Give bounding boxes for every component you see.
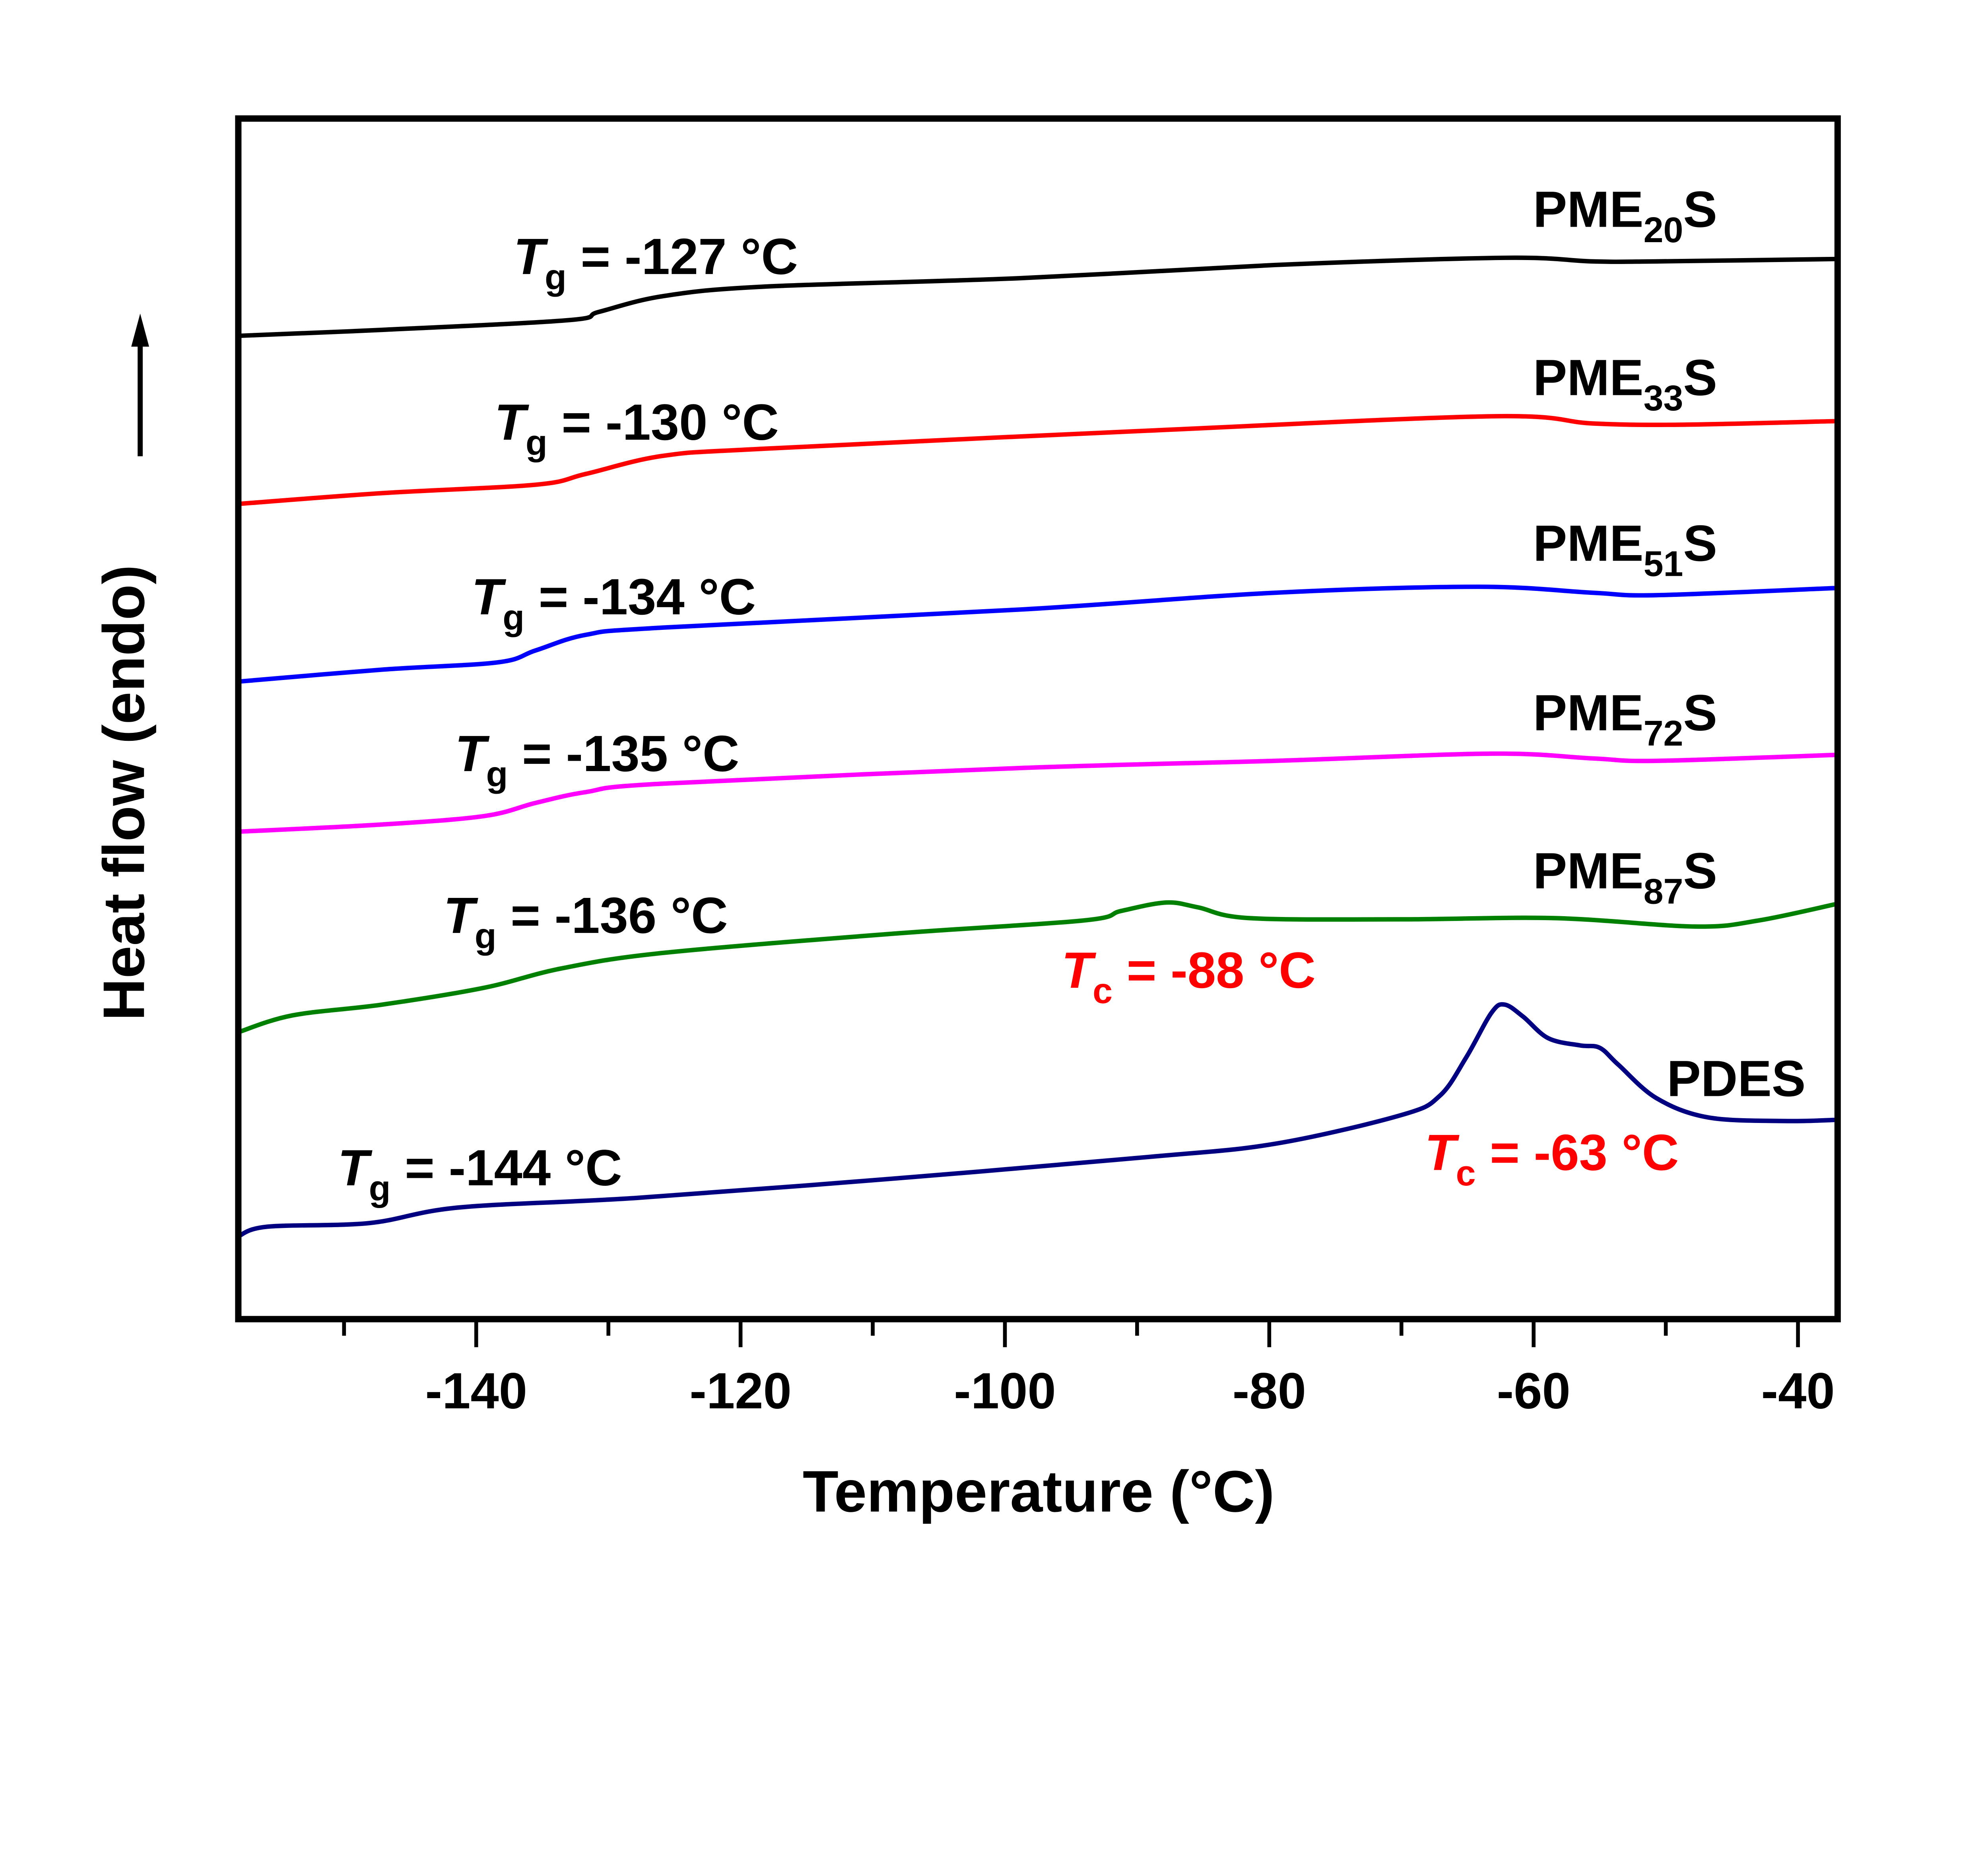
tg-annotation-part: T [443, 887, 478, 944]
tg-annotation-part: g [369, 1169, 391, 1208]
series-line-3 [238, 751, 1838, 834]
series-line-5 [237, 1002, 1838, 1239]
x-tick-label: -100 [954, 1363, 1056, 1420]
series-label-part: 51 [1644, 544, 1683, 584]
series-label: PME51S [1533, 515, 1717, 584]
series-label-part: PME [1533, 685, 1644, 742]
series-label-part: S [1683, 685, 1717, 742]
series-line-1 [238, 414, 1838, 506]
tc-annotation-part: T [1062, 942, 1097, 999]
tc-annotation-part: T [1425, 1124, 1460, 1181]
series-line-0 [238, 255, 1838, 338]
tg-annotation-part: g [475, 917, 497, 956]
tg-annotation-part: g [486, 755, 508, 795]
tc-annotation: Tc = -88 °C [1062, 942, 1316, 1011]
tg-annotation-part: T [495, 394, 530, 451]
plot-frame [235, 115, 1841, 1323]
tg-annotation-part: = -136 °C [497, 887, 728, 944]
y-direction-arrow-icon [131, 313, 149, 457]
series-label-part: S [1683, 181, 1717, 238]
x-tick-label: -80 [1233, 1363, 1306, 1420]
series-label-part: S [1683, 515, 1717, 572]
curves-layer [237, 255, 1838, 1239]
series-label-part: 72 [1644, 714, 1683, 754]
tg-annotation-part: T [338, 1140, 373, 1197]
x-tick-label: -40 [1761, 1363, 1835, 1420]
series-label-part: PME [1533, 843, 1644, 899]
series-label-part: S [1683, 843, 1717, 899]
tc-annotation: Tc = -63 °C [1425, 1124, 1679, 1193]
tg-annotation-part: = -130 °C [547, 394, 779, 451]
tc-annotation-part: c [1093, 971, 1112, 1011]
tg-annotation-part: g [503, 598, 524, 637]
tg-annotation-part: = -134 °C [524, 569, 756, 626]
tg-annotation: Tg = -136 °C [443, 887, 728, 956]
y-axis-title: Heat flow (endo) [91, 565, 157, 1021]
tc-annotation-part: c [1456, 1154, 1476, 1193]
x-axis-title: Temperature (°C) [803, 1459, 1275, 1524]
tc-annotation-part: = -88 °C [1112, 942, 1316, 999]
x-axis-ticks: -140 -120 -100 -80 -60 -40 [342, 1321, 1835, 1420]
tg-annotation-part: T [514, 228, 549, 285]
tg-annotation: Tg = -144 °C [338, 1140, 622, 1208]
series-label: PME20S [1533, 181, 1717, 250]
series-label-part: PDES [1667, 1050, 1806, 1107]
series-label: PDES [1667, 1050, 1806, 1107]
series-label-part: PME [1533, 350, 1644, 406]
tg-annotation-part: g [545, 258, 567, 297]
x-tick-label: -60 [1497, 1363, 1571, 1420]
series-label: PME72S [1533, 685, 1717, 754]
x-tick-label: -140 [425, 1363, 527, 1420]
tg-annotation: Tg = -130 °C [495, 394, 779, 463]
tg-annotation-part: g [526, 423, 547, 463]
tg-annotation: Tg = -134 °C [472, 569, 756, 637]
tg-annotation-part: = -144 °C [390, 1140, 622, 1197]
series-label-part: PME [1533, 515, 1644, 572]
tg-annotation-part: = -135 °C [508, 725, 739, 782]
series-label-part: S [1683, 350, 1717, 406]
tg-annotation-part: T [472, 569, 507, 626]
series-label: PME33S [1533, 350, 1717, 418]
tg-annotation: Tg = -127 °C [514, 228, 798, 297]
series-line-4 [237, 900, 1838, 1035]
series-label: PME87S [1533, 843, 1717, 911]
tg-annotation: Tg = -135 °C [455, 725, 739, 794]
series-line-2 [238, 584, 1838, 684]
series-label-part: 20 [1644, 210, 1683, 250]
tg-annotation-part: T [455, 725, 490, 782]
tg-annotation-part: = -127 °C [567, 228, 798, 285]
series-label-part: 33 [1644, 379, 1683, 418]
tc-annotation-part: = -63 °C [1476, 1124, 1679, 1181]
series-label-part: PME [1533, 181, 1644, 238]
x-tick-label: -120 [689, 1363, 792, 1420]
series-label-part: 87 [1644, 872, 1683, 911]
